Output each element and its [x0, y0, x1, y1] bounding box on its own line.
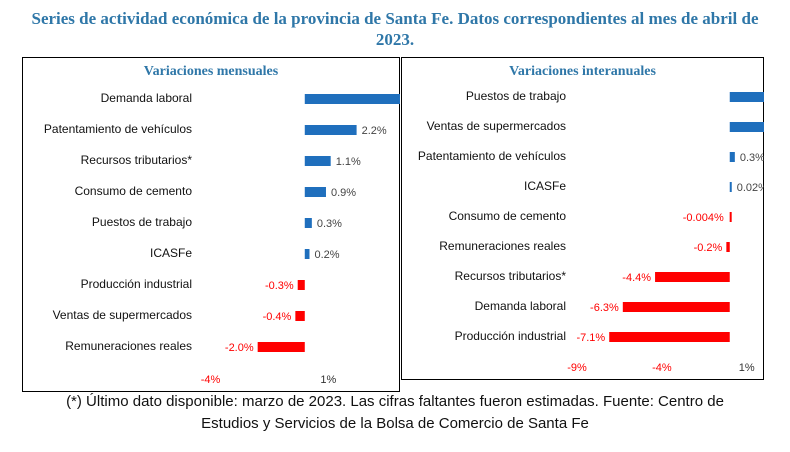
bar [609, 332, 730, 342]
bar [622, 302, 730, 312]
category-label: Consumo de cemento [75, 184, 193, 198]
category-label: Recursos tributarios* [455, 269, 567, 283]
x-tick-label: -4% [201, 374, 221, 386]
bar [655, 272, 730, 282]
category-label: Puestos de trabajo [466, 89, 566, 103]
chart-title: Variaciones mensuales [144, 64, 279, 79]
x-tick-label: 1% [739, 362, 755, 374]
value-label: 2.2% [362, 125, 387, 137]
x-tick-label: -4% [652, 362, 672, 374]
category-label: Demanda laboral [101, 91, 192, 105]
bar [297, 280, 305, 290]
bar [304, 249, 310, 259]
value-label: -4.4% [622, 272, 651, 284]
category-label: Puestos de trabajo [92, 215, 192, 229]
footnote: (*) Último dato disponible: marzo de 202… [66, 393, 724, 410]
category-label: Patentamiento de vehículos [418, 149, 566, 163]
bar [729, 212, 732, 222]
bar [257, 342, 305, 352]
value-label: 1.1% [336, 156, 361, 168]
category-label: Recursos tributarios* [81, 153, 193, 167]
category-label: Ventas de supermercados [427, 119, 566, 133]
value-label: -0.3% [265, 280, 294, 292]
category-label: Consumo de cemento [449, 209, 567, 223]
value-label: -2.0% [225, 342, 254, 354]
category-label: ICASFe [150, 246, 192, 260]
category-label: Remuneraciones reales [439, 239, 566, 253]
value-label: 0.3% [317, 218, 342, 230]
bar [726, 242, 730, 252]
category-label: Producción industrial [455, 329, 566, 343]
x-tick-label: 1% [320, 374, 336, 386]
bar [729, 122, 764, 132]
chart: Variaciones interanuales -9% -4% 1% Puestos … [401, 57, 764, 380]
chart-frame [22, 57, 400, 392]
value-label: 0.3% [740, 152, 764, 164]
bar [304, 187, 326, 197]
x-tick-label: -9% [567, 362, 587, 374]
page-title: Series de actividad económica de la prov… [31, 9, 759, 49]
value-label: -0.004% [683, 212, 724, 224]
bar [304, 125, 357, 135]
value-label: 0.9% [331, 187, 356, 199]
value-label: -6.3% [590, 302, 619, 314]
bar [729, 152, 735, 162]
value-label: -0.2% [694, 242, 723, 254]
chart-title: Variaciones interanuales [509, 64, 656, 79]
category-label: Patentamiento de vehículos [44, 122, 192, 136]
bar [729, 92, 764, 102]
bar [304, 94, 400, 104]
value-label: -7.1% [576, 332, 605, 344]
footnote: Estudios y Servicios de la Bolsa de Come… [201, 415, 589, 432]
category-label: Remuneraciones reales [65, 339, 192, 353]
bar [729, 182, 732, 192]
value-label: 0.2% [314, 249, 339, 261]
category-label: Demanda laboral [475, 299, 566, 313]
bar [295, 311, 305, 321]
category-label: ICASFe [524, 179, 566, 193]
category-label: Producción industrial [81, 277, 192, 291]
chart: Variaciones mensuales -4% 1% Demanda labora… [22, 57, 400, 392]
bar [304, 218, 312, 228]
chart-frame [401, 57, 764, 380]
bar [304, 156, 331, 166]
value-label: -0.4% [263, 311, 292, 323]
value-label: 0.02% [737, 182, 764, 194]
category-label: Ventas de supermercados [53, 308, 192, 322]
